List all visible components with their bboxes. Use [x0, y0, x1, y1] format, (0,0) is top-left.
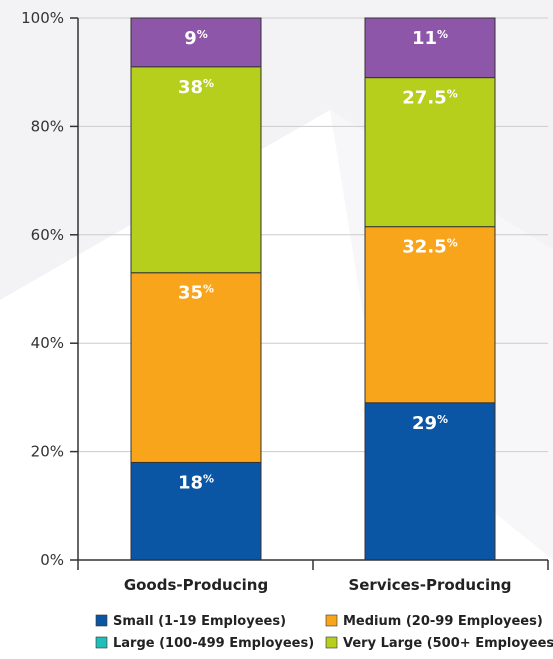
y-tick-label: 60% — [31, 226, 64, 244]
bar-segment — [130, 66, 262, 274]
y-tick-label: 100% — [21, 9, 64, 27]
legend-swatch — [95, 636, 108, 649]
bar-segment — [364, 402, 496, 561]
bar-segment — [364, 77, 496, 228]
x-tick-label: Goods-Producing — [124, 576, 268, 594]
bars: 18% 35% 38% 9% 29% 32.5% 27.5% 11% — [130, 17, 496, 561]
bar-segment — [364, 226, 496, 404]
legend: Small (1-19 Employees) Medium (20-99 Empl… — [95, 614, 553, 651]
data-label: 38% — [178, 77, 214, 98]
data-label: 9% — [184, 28, 208, 49]
data-label: 32.5% — [402, 237, 457, 258]
bar-segment — [130, 272, 262, 463]
data-label: 29% — [412, 413, 448, 434]
bar-segment — [364, 17, 496, 79]
legend-swatch — [325, 636, 338, 649]
axes: 0% 20% 40% 60% 80% 100% Goods-Producing Service… — [21, 9, 549, 594]
legend-label: Medium (20-99 Employees) — [343, 614, 543, 629]
x-tick-label: Services-Producing — [348, 576, 511, 594]
data-label: 18% — [178, 472, 214, 493]
bar-segment — [130, 17, 262, 68]
legend-label: Large (100-499 Employees) — [113, 636, 314, 651]
data-label: 11% — [412, 28, 448, 49]
data-label: 35% — [178, 283, 214, 304]
y-tick-label: 40% — [31, 334, 64, 352]
y-tick-label: 20% — [31, 443, 64, 461]
legend-label: Very Large (500+ Employees) — [343, 636, 553, 651]
y-tick-label: 80% — [31, 117, 64, 135]
legend-label: Small (1-19 Employees) — [113, 614, 286, 629]
legend-swatch — [325, 614, 338, 627]
legend-swatch — [95, 614, 108, 627]
data-label: 27.5% — [402, 88, 457, 109]
y-tick-label: 0% — [40, 551, 64, 569]
